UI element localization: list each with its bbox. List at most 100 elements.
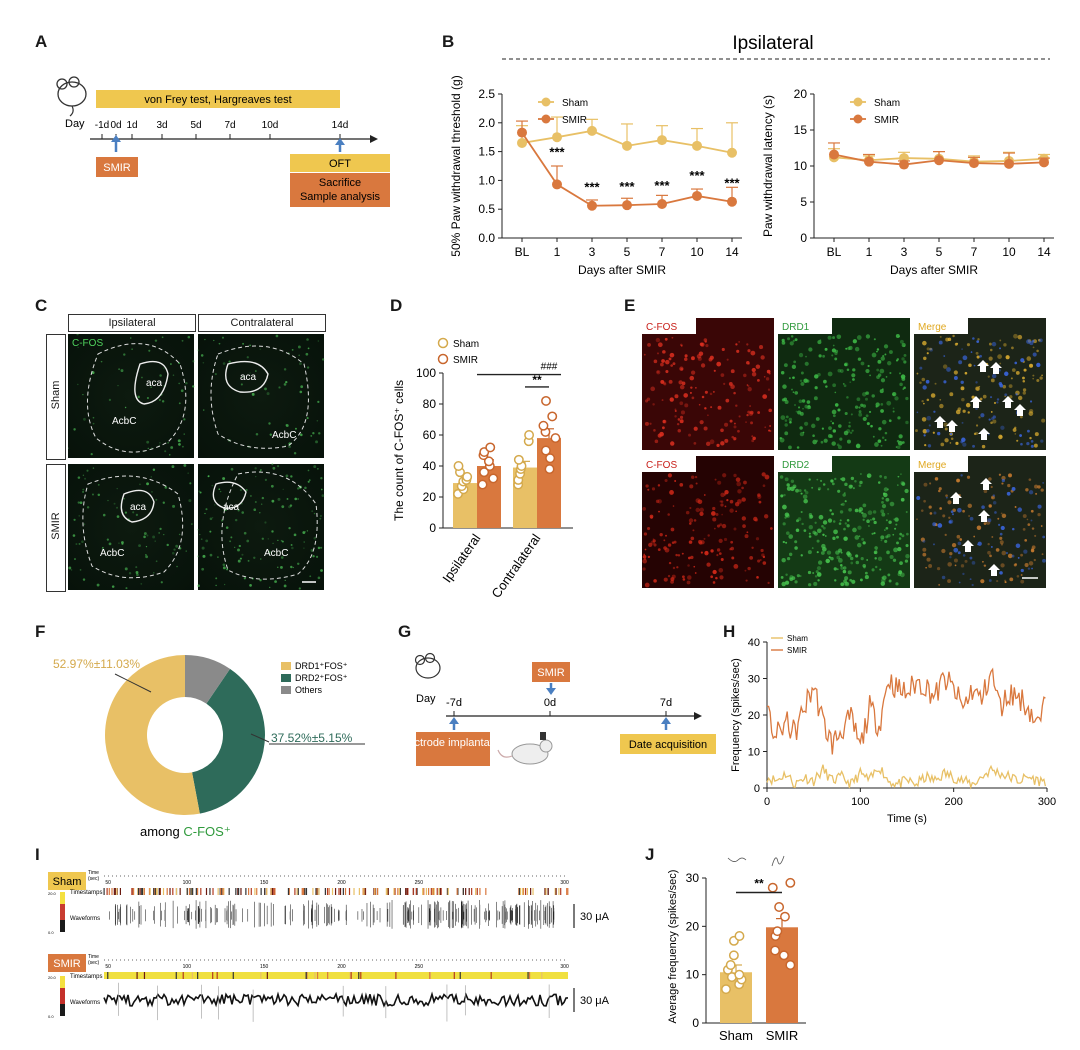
stained-cell [665, 534, 667, 537]
stained-cell [682, 578, 686, 581]
cfos-cell [137, 395, 141, 399]
cfos-cell [125, 587, 128, 590]
cfos-cell [201, 546, 205, 550]
stained-cell [877, 556, 883, 561]
stained-cell [877, 481, 881, 484]
stained-cell [687, 575, 692, 580]
stained-cell [883, 475, 887, 479]
stained-cell [852, 339, 857, 344]
timeline-tick-label: 7d [224, 120, 235, 131]
stained-cell [992, 494, 996, 497]
stained-cell [1002, 384, 1007, 389]
scale-label: 30 μA [580, 995, 610, 1007]
stained-cell [840, 503, 843, 506]
cfos-cell [271, 499, 275, 503]
cfos-cell [241, 375, 244, 378]
stained-cell [942, 514, 946, 518]
cfos-cell [230, 536, 233, 539]
stained-cell [703, 494, 706, 496]
cfos-cell [255, 432, 259, 436]
stained-cell [707, 534, 710, 537]
cfos-cell [199, 491, 202, 494]
stained-cell [1004, 581, 1007, 584]
stained-cell [800, 492, 803, 495]
stained-cell [855, 554, 859, 558]
stained-cell [1040, 488, 1044, 492]
stained-cell [701, 395, 705, 399]
cfos-cell [241, 503, 243, 505]
stained-cell [1033, 558, 1036, 562]
timeline-g: Day -7d 0d 7d SMIR Electrode implantatio… [410, 652, 716, 766]
stained-cell [865, 414, 869, 418]
stained-cell [643, 353, 646, 356]
stained-cell [642, 558, 647, 564]
stained-cell [951, 513, 954, 516]
stained-cell [795, 528, 800, 532]
cfos-cell [294, 497, 298, 501]
y-tick-label: 20 [794, 87, 808, 101]
stained-cell [747, 566, 751, 571]
stained-cell [962, 355, 968, 361]
stained-cell [875, 402, 880, 407]
stained-cell [842, 569, 847, 574]
cfos-cell [111, 585, 115, 588]
stained-cell [874, 442, 879, 447]
stained-cell [695, 507, 701, 513]
cfos-cell [246, 539, 250, 543]
stained-cell [816, 566, 822, 571]
data-point [767, 882, 778, 893]
cfos-cell [200, 538, 203, 540]
cfos-cell [222, 477, 226, 481]
stained-cell [873, 520, 877, 525]
cfos-cell [197, 349, 200, 352]
stained-cell [987, 375, 990, 378]
y-tick-label: 20 [423, 490, 437, 504]
timeline-tick-label: 14d [332, 120, 349, 131]
cfos-cell [215, 584, 217, 587]
stained-cell [730, 369, 735, 374]
stained-cell [834, 357, 838, 361]
stained-cell [897, 546, 902, 552]
stained-cell [662, 426, 665, 430]
stained-cell [801, 522, 804, 526]
stained-cell [865, 391, 869, 395]
stained-cell [789, 420, 792, 424]
stained-cell [722, 473, 727, 478]
stained-cell [760, 355, 765, 360]
stained-cell [738, 341, 740, 343]
sig-between: ### [541, 361, 558, 372]
stained-cell [999, 339, 1002, 342]
stained-cell [710, 575, 714, 579]
cfos-cell [102, 513, 106, 517]
cfos-cell [152, 468, 156, 471]
stained-cell [836, 443, 840, 447]
stained-cell [892, 407, 895, 410]
cfos-cell [75, 543, 78, 546]
stained-cell [737, 429, 740, 433]
stained-cell [926, 415, 932, 421]
stained-cell [1028, 561, 1034, 566]
stained-cell [897, 475, 900, 478]
cfos-cell [219, 490, 222, 493]
data-point [544, 464, 555, 475]
y-tick-label: 5 [800, 195, 807, 209]
stained-cell [998, 368, 1001, 372]
data-point [462, 471, 473, 482]
legend-swatch [281, 686, 291, 694]
stained-cell [786, 486, 792, 491]
stained-cell [977, 541, 982, 546]
stained-cell [884, 431, 888, 435]
stained-cell [720, 500, 724, 503]
stained-cell [705, 344, 709, 348]
stained-cell [997, 354, 1002, 360]
stained-cell [899, 382, 903, 387]
stained-cell [1017, 556, 1020, 559]
stained-cell [951, 542, 957, 548]
stained-cell [1014, 426, 1017, 430]
stained-cell [1020, 442, 1023, 446]
cfos-cell [283, 584, 287, 588]
stained-cell [995, 548, 1000, 552]
cfos-cell [317, 400, 320, 404]
cfos-cell [318, 432, 321, 435]
stained-cell [1000, 543, 1004, 546]
